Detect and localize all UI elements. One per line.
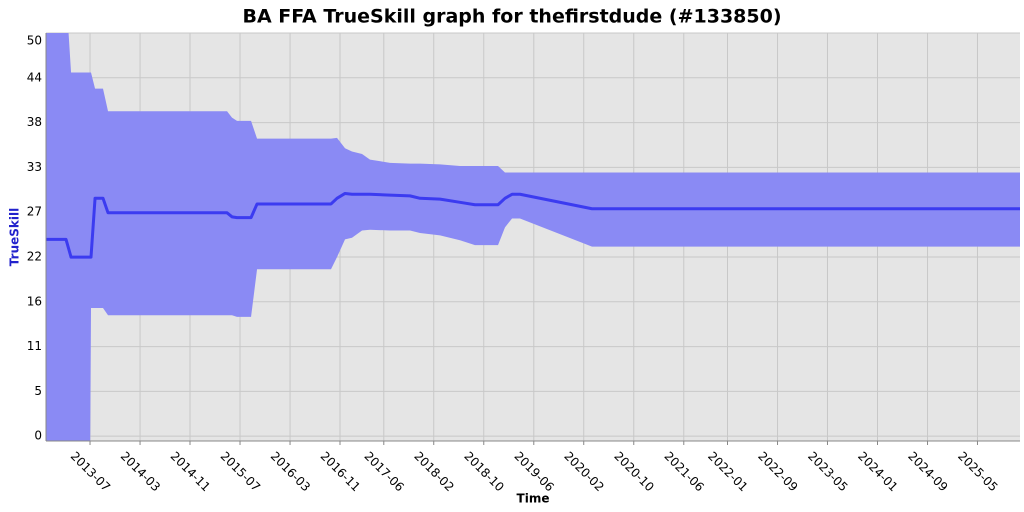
x-tick-label: 2024-09 [905, 449, 950, 494]
x-tick-label: 2017-06 [361, 449, 406, 494]
x-tick-label: 2018-02 [411, 449, 456, 494]
x-tick-label: 2023-05 [805, 449, 850, 494]
y-axis-label: TrueSkill [8, 208, 22, 266]
y-tick-label: 16 [27, 294, 42, 308]
x-tick-label: 2014-03 [118, 449, 163, 494]
x-tick-label: 2014-11 [168, 449, 213, 494]
x-tick-label: 2020-02 [561, 449, 606, 494]
y-tick-label: 38 [27, 115, 42, 129]
x-axis-label: Time [517, 492, 550, 506]
y-tick-label: 50 [27, 34, 42, 48]
plot [46, 33, 1020, 441]
x-tick-label: 2015-07 [218, 449, 263, 494]
x-tick-label: 2016-03 [268, 449, 313, 494]
y-tick-label: 33 [27, 160, 42, 174]
x-tick-label: 2025-05 [955, 449, 1000, 494]
x-tick-label: 2019-06 [511, 449, 556, 494]
x-tick-label: 2021-06 [661, 449, 706, 494]
chart-title: BA FFA TrueSkill graph for thefirstdude … [242, 6, 781, 28]
confidence-band [46, 33, 1020, 441]
x-tick-label: 2022-09 [755, 449, 800, 494]
y-tick-label: 0 [34, 429, 42, 443]
x-tick-label: 2024-01 [855, 449, 900, 494]
y-tick-label: 44 [27, 70, 42, 84]
x-tick-label: 2018-10 [461, 449, 506, 494]
y-tick-label: 5 [34, 384, 42, 398]
x-tick-label: 2013-07 [68, 449, 113, 494]
x-tick-label: 2020-10 [611, 449, 656, 494]
y-tick-label: 11 [27, 339, 42, 353]
line [46, 191, 1020, 259]
x-tick-label: 2016-11 [318, 449, 363, 494]
x-tick-label: 2022-01 [705, 449, 750, 494]
y-tick-label: 22 [27, 249, 42, 263]
y-tick-label: 27 [27, 205, 42, 219]
